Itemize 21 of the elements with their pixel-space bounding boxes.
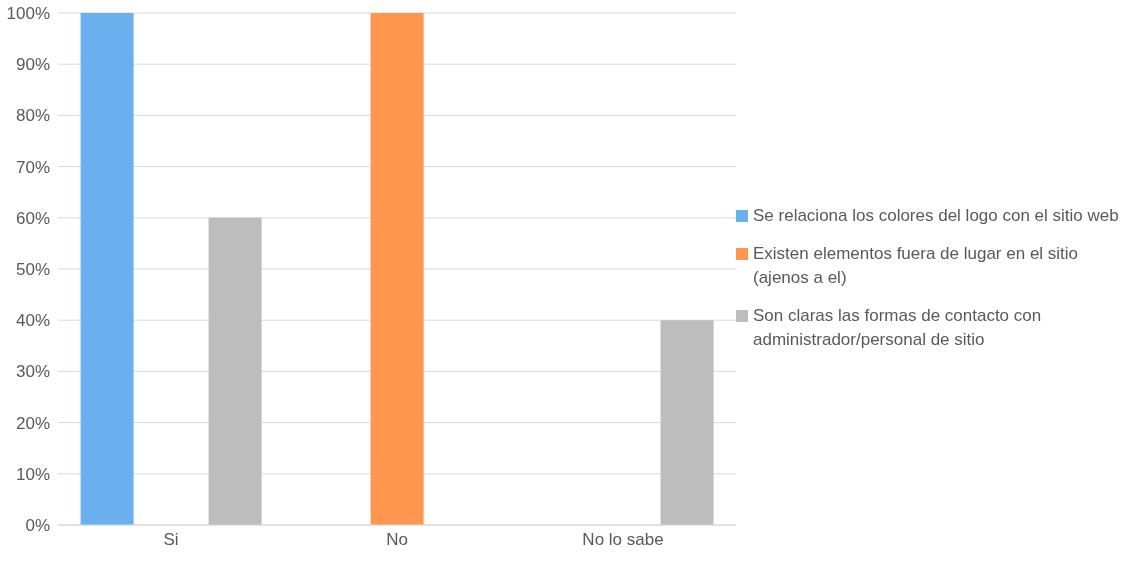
- y-tick-label: 80%: [15, 106, 50, 126]
- y-tick-label: 0%: [25, 516, 50, 536]
- y-tick-label: 70%: [15, 157, 50, 177]
- y-tick-label: 10%: [15, 464, 50, 484]
- bar: [660, 320, 714, 525]
- y-tick-label: 100%: [6, 4, 50, 24]
- legend-label: Existen elementos fuera de lugar en el sitio (ajenos a el): [753, 243, 1080, 289]
- legend-label: Son claras las formas de contacto con administrador/personal de sitio: [753, 305, 1043, 351]
- legend-label: Se relaciona los colores del logo con el sitio web: [753, 205, 1119, 227]
- y-tick-label: 20%: [15, 413, 50, 433]
- x-tick-label: Si: [163, 530, 179, 550]
- bar: [370, 13, 424, 525]
- bar: [208, 217, 262, 525]
- y-tick-label: 30%: [15, 362, 50, 382]
- y-tick-label: 40%: [15, 311, 50, 331]
- x-tick-label: No lo sabe: [582, 530, 664, 550]
- x-tick-label: No: [386, 530, 408, 550]
- y-tick-label: 60%: [15, 208, 50, 228]
- y-tick-label: 50%: [15, 260, 50, 280]
- bar: [80, 13, 134, 525]
- y-tick-label: 90%: [15, 55, 50, 75]
